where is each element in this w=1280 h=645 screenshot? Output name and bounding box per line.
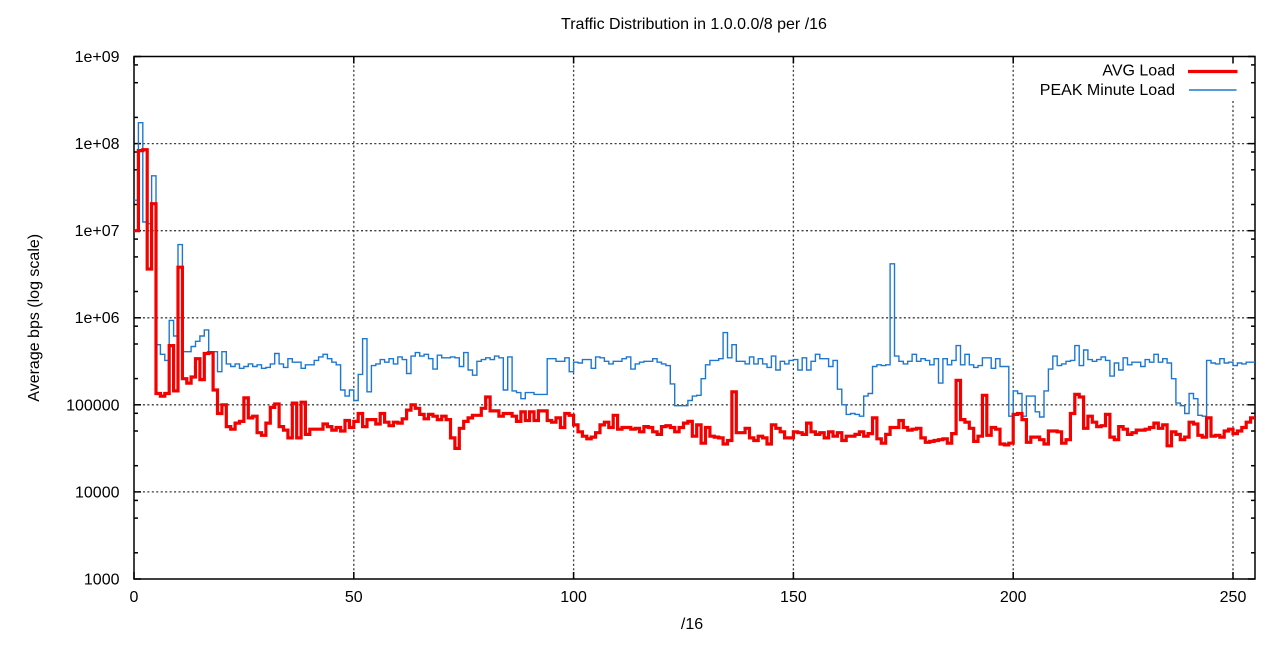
svg-text:150: 150	[780, 589, 807, 606]
svg-text:250: 250	[1220, 589, 1247, 606]
svg-text:1e+08: 1e+08	[75, 136, 120, 153]
svg-text:0: 0	[130, 589, 139, 606]
svg-text:AVG Load: AVG Load	[1102, 63, 1175, 80]
svg-text:Traffic Distribution in 1.0.0.: Traffic Distribution in 1.0.0.0/8 per /1…	[561, 16, 827, 33]
svg-text:1e+07: 1e+07	[75, 223, 120, 240]
svg-text:50: 50	[345, 589, 363, 606]
svg-text:100000: 100000	[66, 397, 119, 414]
svg-text:1e+09: 1e+09	[75, 49, 120, 66]
svg-text:/16: /16	[681, 616, 703, 633]
svg-text:Average bps (log scale): Average bps (log scale)	[26, 234, 43, 402]
svg-text:1e+06: 1e+06	[75, 310, 120, 327]
svg-text:PEAK Minute Load: PEAK Minute Load	[1040, 82, 1175, 99]
svg-text:100: 100	[560, 589, 587, 606]
svg-text:10000: 10000	[75, 484, 120, 501]
svg-text:1000: 1000	[84, 572, 120, 589]
svg-text:200: 200	[1000, 589, 1027, 606]
